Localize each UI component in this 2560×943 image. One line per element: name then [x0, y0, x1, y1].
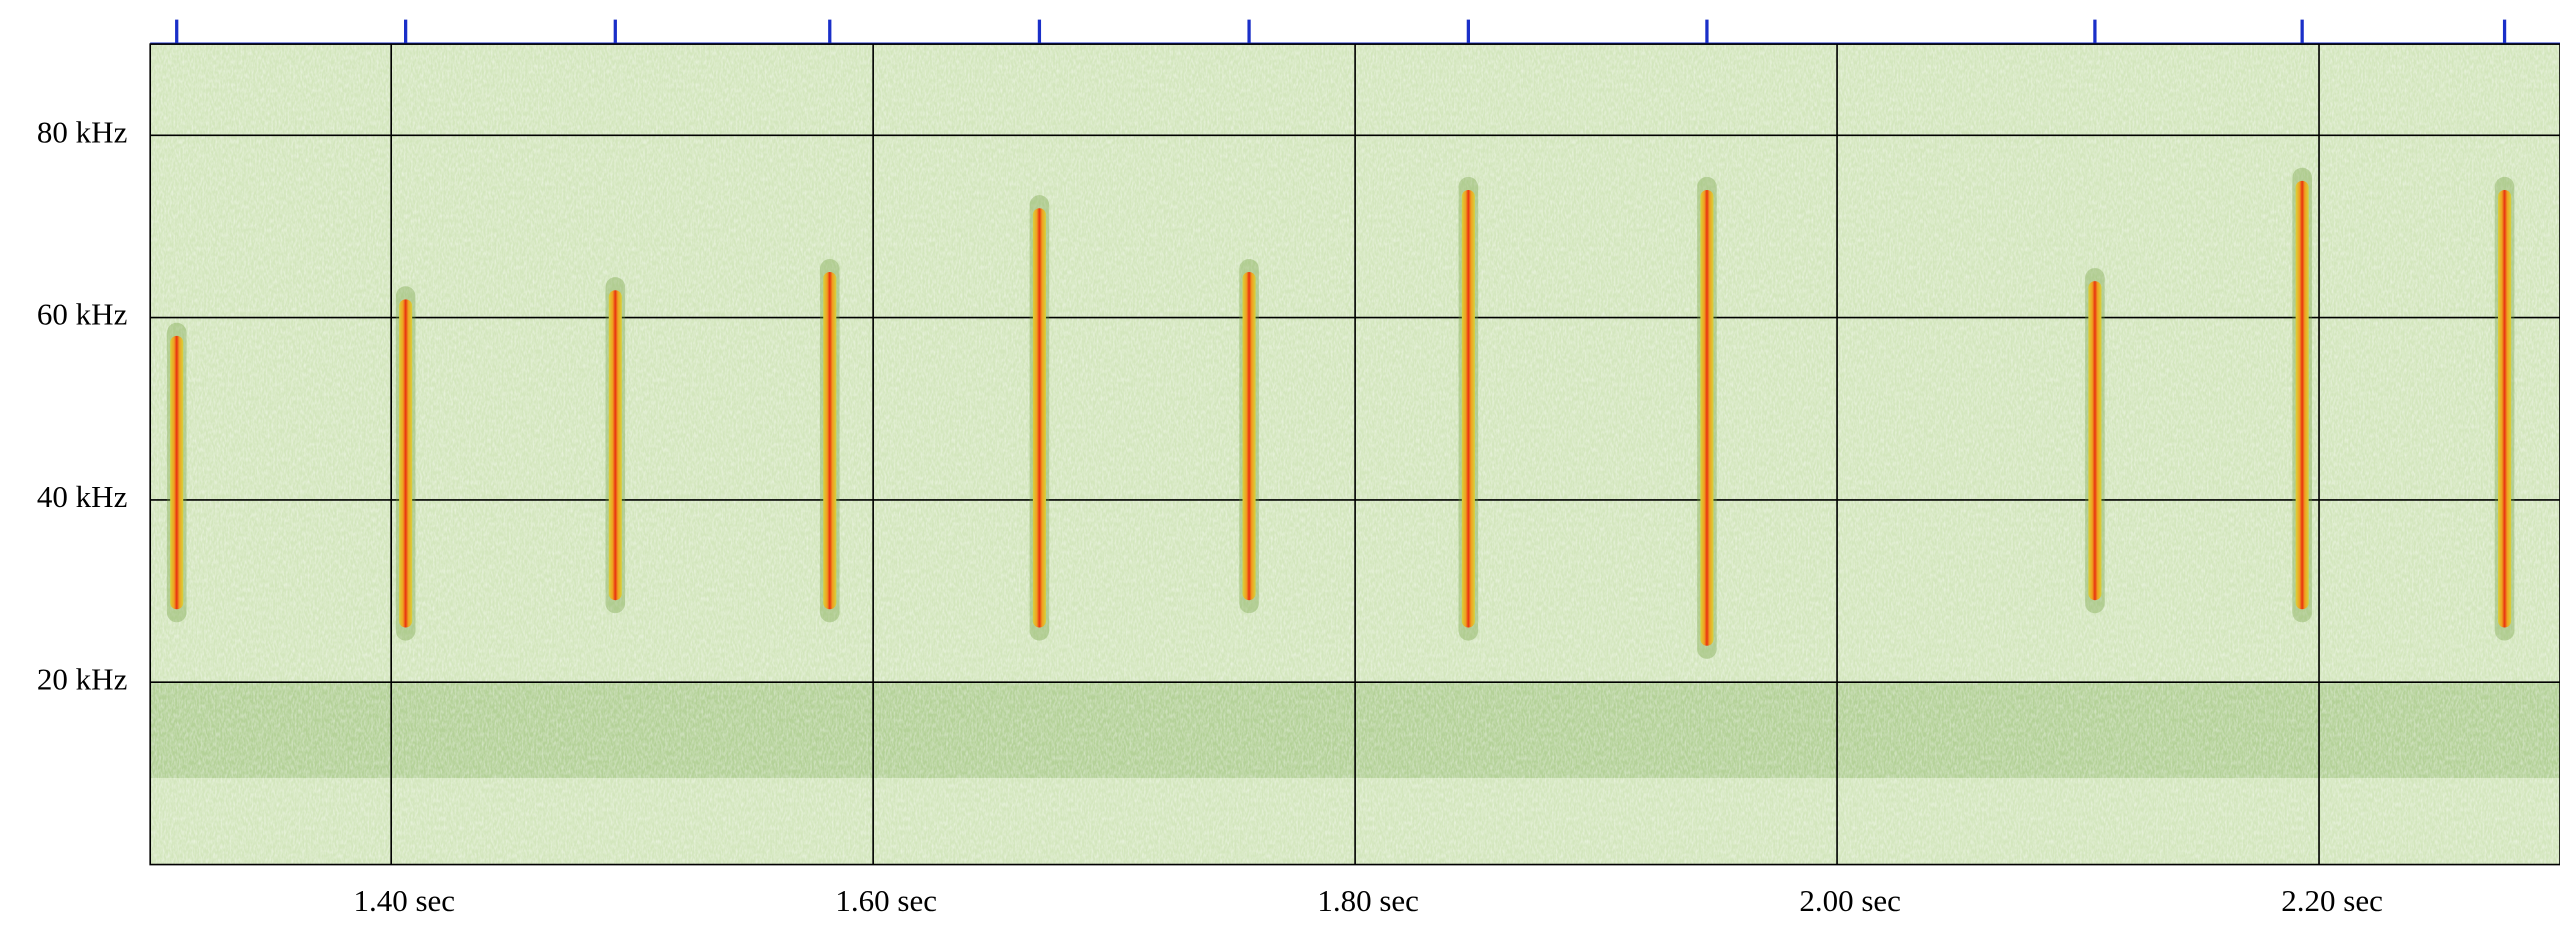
y-tick-label: 40 kHz	[37, 479, 127, 514]
y-tick-label: 80 kHz	[37, 114, 127, 149]
bat-call	[1242, 272, 1256, 601]
x-tick-label: 1.80 sec	[1317, 883, 1419, 918]
bat-call	[1700, 189, 1714, 646]
bat-call	[2088, 281, 2102, 601]
plot-frame	[149, 43, 2560, 866]
x-tick-label: 2.20 sec	[2281, 883, 2383, 918]
x-tick-label: 2.00 sec	[1799, 883, 1901, 918]
plot-area	[150, 19, 2560, 865]
bat-call	[608, 290, 622, 601]
bat-call	[1461, 189, 1475, 628]
bat-call	[2295, 180, 2309, 610]
x-tick-label: 1.40 sec	[353, 883, 455, 918]
bat-call	[1032, 208, 1046, 628]
bat-call	[399, 299, 413, 628]
y-tick-label: 20 kHz	[37, 661, 127, 696]
bat-call	[2498, 189, 2512, 628]
waveform-strip	[150, 0, 2560, 45]
x-tick-label: 1.60 sec	[835, 883, 937, 918]
bat-call	[170, 335, 184, 610]
y-tick-label: 60 kHz	[37, 297, 127, 332]
bat-call	[823, 272, 837, 610]
